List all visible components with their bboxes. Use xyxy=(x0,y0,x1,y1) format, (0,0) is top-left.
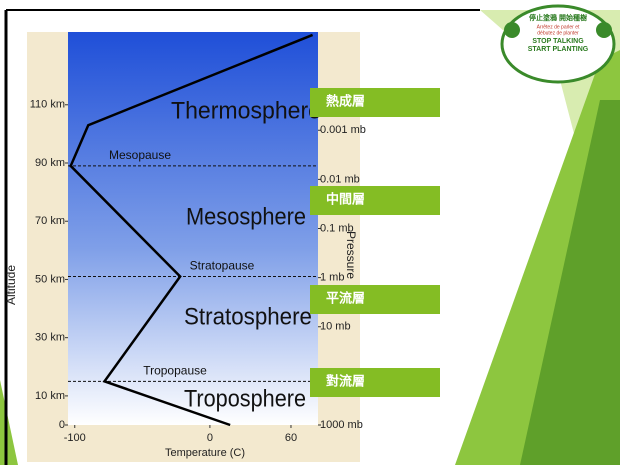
layer-label: Troposphere xyxy=(184,385,306,412)
layer-label: Stratosphere xyxy=(184,303,312,330)
y-tick-label: 10 km xyxy=(35,390,65,402)
y-tick-label: 30 km xyxy=(35,332,65,344)
logo-text: START PLANTING xyxy=(528,46,589,53)
layer-tag-label: 平流層 xyxy=(326,290,365,305)
y2-tick-label: 0.001 mb xyxy=(320,124,366,136)
slide: 停止塗鴉 開始種樹 Arrêtez de parler et débutez d… xyxy=(0,0,620,465)
y-tick-label: 90 km xyxy=(35,157,65,169)
y2-tick-label: 0.1 mb xyxy=(320,222,354,234)
logo-tree xyxy=(504,22,520,38)
boundary-label: Tropopause xyxy=(143,364,207,378)
y2-tick-label: 1 mb xyxy=(320,272,344,284)
y2-tick-label: 0.01 mb xyxy=(320,173,360,185)
y2-axis-label: Pressure xyxy=(344,231,358,279)
layer-label: Mesosphere xyxy=(186,203,306,230)
y-tick-label: 110 km xyxy=(30,99,65,111)
logo-text: 停止塗鴉 開始種樹 xyxy=(529,13,587,22)
layer-label: Thermosphere xyxy=(171,97,321,124)
x-tick-label: 60 xyxy=(285,432,297,444)
boundary-label: Mesopause xyxy=(109,148,171,162)
x-axis-label: Temperature (C) xyxy=(165,447,245,459)
x-tick-label: -100 xyxy=(64,432,86,444)
y2-tick-label: 10 mb xyxy=(320,321,351,333)
boundary-label: Stratopause xyxy=(190,259,255,273)
y-tick-label: 0 xyxy=(59,419,65,431)
logo: 停止塗鴉 開始種樹 Arrêtez de parler et débutez d… xyxy=(502,6,614,82)
logo-text: débutez de planter xyxy=(537,30,579,36)
layer-tag-label: 熱成層 xyxy=(326,93,365,108)
y2-tick-label: 1000 mb xyxy=(320,419,363,431)
logo-tree xyxy=(596,22,612,38)
y-tick-label: 70 km xyxy=(35,215,65,227)
x-tick-label: 0 xyxy=(207,432,213,444)
y-axis-label: Altitude xyxy=(4,265,18,305)
layer-tag-label: 對流層 xyxy=(326,373,365,388)
y-tick-label: 50 km xyxy=(35,273,65,285)
layer-tag-label: 中間層 xyxy=(326,191,365,206)
logo-text: STOP TALKING xyxy=(532,38,584,45)
